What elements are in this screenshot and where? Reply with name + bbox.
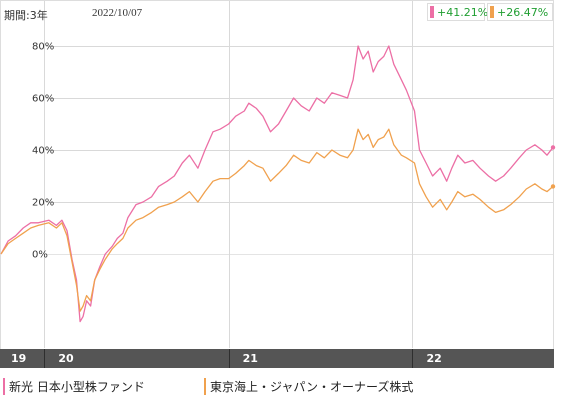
y-tick-label: 20% xyxy=(32,198,54,209)
chart-canvas: 80% 60% 40% 20% 0% 19 20 21 22 xyxy=(0,0,556,368)
return-badge-2: +26.47% xyxy=(487,3,553,21)
x-axis-band: 19 20 21 22 xyxy=(0,349,554,368)
x-tick-label: 22 xyxy=(426,352,441,365)
series-layer xyxy=(0,45,556,323)
grid-layer xyxy=(44,1,553,348)
legend-label-2: 東京海上・ジャパン・オーナーズ株式 xyxy=(210,380,414,394)
legend: 新光 日本小型株ファンド 東京海上・ジャパン・オーナーズ株式 xyxy=(0,372,564,405)
date-label: 2022/10/07 xyxy=(92,7,143,19)
y-tick-label: 60% xyxy=(32,94,54,105)
return-color-bar-1 xyxy=(430,6,434,18)
return-badge-1: +41.21% xyxy=(427,3,489,21)
legend-swatch-2 xyxy=(204,378,206,395)
legend-label-1: 新光 日本小型株ファンド xyxy=(9,380,145,394)
series-end-point-1 xyxy=(550,145,556,150)
series-end-point-2 xyxy=(550,184,556,189)
series-line-2 xyxy=(0,128,554,312)
y-tick-label: 80% xyxy=(32,42,54,53)
x-tick-label: 21 xyxy=(243,352,258,365)
x-axis-band-bg xyxy=(0,349,554,368)
legend-swatch-1 xyxy=(3,378,5,395)
y-axis: 80% 60% 40% 20% 0% xyxy=(32,42,54,261)
period-label[interactable]: 期間:3年 xyxy=(4,9,48,22)
x-tick-label: 19 xyxy=(11,352,26,365)
y-tick-label: 0% xyxy=(32,250,48,261)
return-color-bar-2 xyxy=(490,6,494,18)
return-value-1: +41.21% xyxy=(437,6,489,19)
return-value-2: +26.47% xyxy=(497,6,549,19)
x-tick-label: 20 xyxy=(58,352,74,365)
y-tick-label: 40% xyxy=(32,146,54,157)
series-line-1 xyxy=(0,45,554,323)
